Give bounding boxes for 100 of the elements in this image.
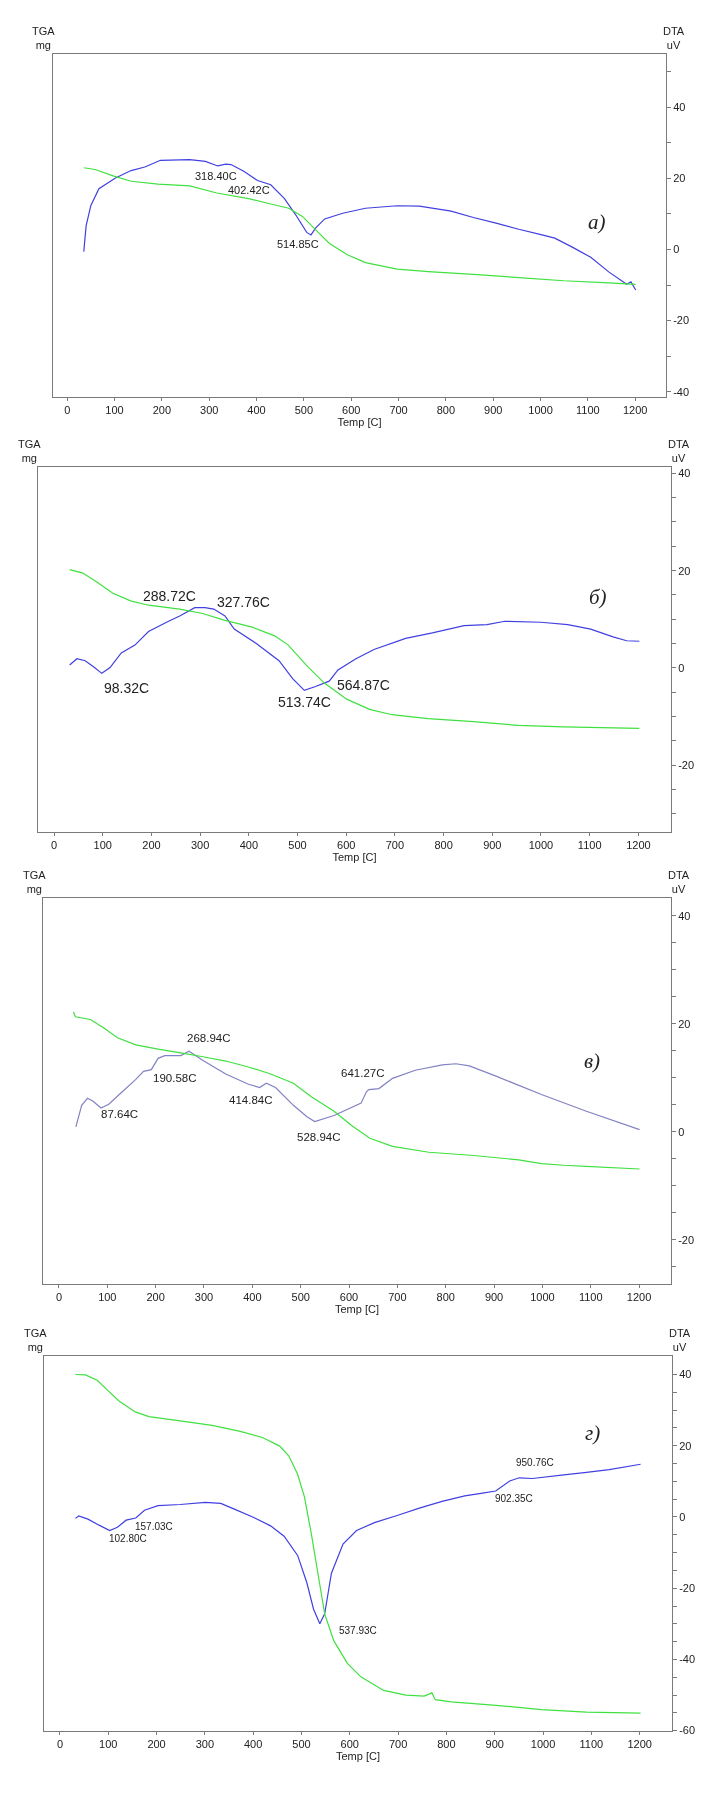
y-tick-label: 20 (678, 564, 691, 577)
x-tick-label: 700 (385, 839, 405, 852)
x-tick-label: 1100 (579, 1738, 604, 1751)
annotation: 564.87C (337, 677, 390, 693)
y-tick-label: 0 (678, 1125, 685, 1138)
annotation: 157.03C (135, 1521, 173, 1532)
text: а) (588, 210, 606, 234)
x-tick-label: 0 (64, 404, 71, 417)
x-tick-label: 900 (484, 1291, 504, 1304)
x-tick-label: 1100 (576, 404, 600, 417)
x-tick-label: 100 (98, 1291, 117, 1304)
y-tick-label: -20 (678, 759, 695, 772)
annotation: 513.74C (278, 694, 331, 710)
y-tick-label: 20 (678, 1017, 691, 1030)
annotation: 327.76C (217, 594, 270, 610)
x-tick-label: 300 (190, 839, 210, 852)
y-axis-title: DTA uV (663, 25, 685, 52)
x-tick-label: 1200 (626, 1291, 652, 1304)
x-tick-label: 500 (288, 839, 307, 852)
x-tick-label: 400 (247, 404, 266, 417)
x-tick-label: 400 (243, 1738, 263, 1751)
x-tick-label: 800 (436, 1291, 455, 1304)
y-tick-label: -20 (679, 1582, 696, 1595)
annotation: 190.58C (153, 1072, 197, 1084)
x-tick-label: 0 (55, 1291, 63, 1304)
x-tick-label: 200 (142, 839, 161, 852)
x-axis-title: Temp [C] (337, 416, 382, 429)
x-tick-label: 300 (194, 1291, 214, 1304)
annotation: 514.85C (277, 238, 319, 250)
x-tick-label: 0 (51, 839, 58, 852)
y2-axis-title: TGA mg (23, 869, 47, 896)
annotation: 414.84C (229, 1094, 273, 1106)
y-tick-label: 40 (673, 101, 686, 114)
line-series (72, 1011, 641, 1170)
x-tick-label: 1200 (622, 404, 648, 417)
x-axis-title: Temp [C] (334, 1303, 380, 1316)
x-tick-label: 300 (200, 404, 219, 417)
y2-axis-title: TGA mg (24, 1327, 48, 1354)
annotation: 288.72C (143, 588, 196, 604)
x-axis-title: Temp [C] (332, 851, 377, 864)
x-tick-label: 0 (56, 1738, 63, 1751)
x-tick-label: 1100 (578, 1291, 603, 1304)
y2-axis-title: TGA mg (32, 25, 56, 52)
x-tick-label: 100 (105, 404, 124, 417)
annotation: 528.94C (297, 1131, 341, 1143)
annotation: 950.76C (516, 1457, 554, 1468)
x-tick-label: 500 (292, 1738, 311, 1751)
x-tick-label: 1200 (626, 839, 651, 852)
x-tick-label: 900 (485, 1738, 504, 1751)
x-tick-label: 800 (437, 1738, 456, 1751)
annotation: 318.40C (195, 170, 237, 182)
annotation: 902.35C (495, 1493, 533, 1504)
x-tick-label: 400 (243, 1291, 262, 1304)
y-axis-title: DTA uV (668, 438, 690, 465)
text: г) (585, 1421, 601, 1445)
x-tick-label: 1000 (530, 1291, 555, 1304)
x-tick-label: 1000 (530, 1738, 556, 1751)
x-tick-label: 900 (483, 839, 502, 852)
y-tick-label: -60 (679, 1724, 696, 1737)
line-series (74, 1373, 642, 1714)
y-tick-label: 20 (673, 172, 686, 185)
x-tick-label: 800 (434, 839, 453, 852)
y-tick-label: 20 (679, 1439, 692, 1452)
line-series (69, 569, 640, 729)
x-tick-label: 300 (195, 1738, 215, 1751)
x-tick-label: 1000 (528, 404, 553, 417)
x-tick-label: 600 (339, 1291, 359, 1304)
x-tick-label: 500 (294, 404, 314, 417)
y-axis-title: DTA uV (668, 869, 690, 896)
x-tick-label: 200 (146, 1291, 165, 1304)
x-tick-label: 700 (389, 404, 408, 417)
y2-axis-title: TGA mg (18, 438, 42, 465)
x-tick-label: 600 (340, 1738, 359, 1751)
x-tick-label: 600 (342, 404, 361, 417)
annotation: 641.27C (341, 1067, 385, 1079)
x-tick-label: 1100 (577, 839, 602, 852)
annotation: 537.93C (339, 1625, 377, 1636)
y-axis-title: DTA uV (669, 1327, 691, 1354)
annotation: 87.64C (101, 1108, 139, 1120)
text: б) (589, 585, 607, 609)
x-axis-title: Temp [C] (335, 1750, 381, 1763)
x-tick-label: 100 (99, 1738, 118, 1751)
x-tick-label: 800 (436, 404, 456, 417)
annotation: 268.94C (187, 1032, 231, 1044)
line-series (75, 1050, 641, 1131)
y-tick-label: -20 (678, 1233, 695, 1246)
text: в) (584, 1049, 601, 1073)
x-tick-label: 200 (147, 1738, 166, 1751)
x-tick-label: 700 (388, 1291, 407, 1304)
y-tick-label: 40 (678, 909, 691, 922)
y-tick-label: 0 (678, 661, 685, 674)
x-tick-label: 400 (239, 839, 259, 852)
x-tick-label: 1200 (627, 1738, 652, 1751)
y-tick-label: -20 (673, 314, 690, 327)
annotation: 98.32C (104, 680, 150, 696)
x-tick-label: 500 (291, 1291, 310, 1304)
y-tick-label: 0 (673, 243, 680, 256)
x-tick-label: 900 (484, 404, 503, 417)
x-tick-label: 1000 (528, 839, 554, 852)
y-tick-label: 40 (678, 467, 691, 480)
